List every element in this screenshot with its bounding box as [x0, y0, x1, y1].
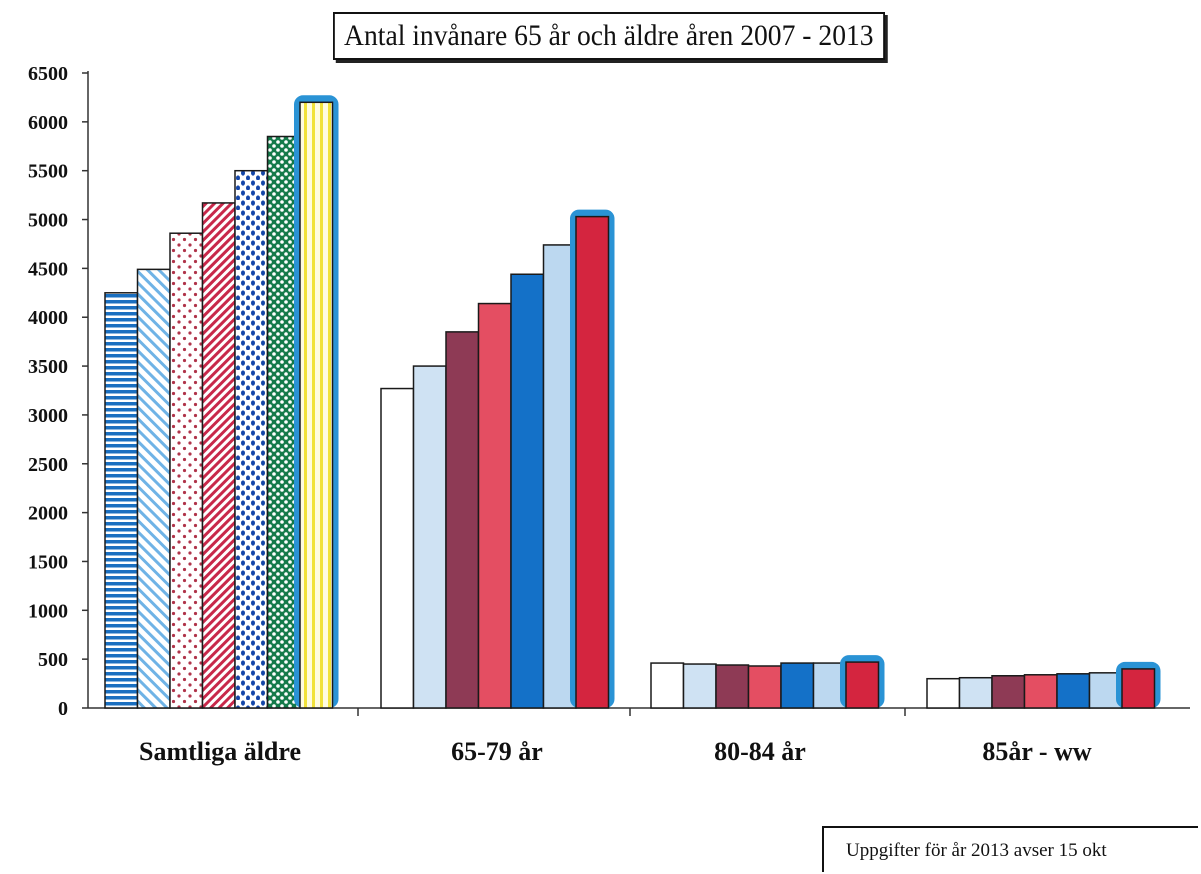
y-tick-label: 5000 — [28, 210, 68, 232]
y-tick-label: 500 — [38, 649, 68, 671]
bar — [682, 663, 717, 709]
footnote-box: Uppgifter för år 2013 avser 15 okt — [822, 826, 1198, 872]
bar — [201, 202, 236, 709]
y-tick-label: 1500 — [28, 551, 68, 573]
bar — [1023, 674, 1058, 709]
y-tick-label: 6000 — [28, 112, 68, 134]
y-tick-label: 3500 — [28, 356, 68, 378]
category-label: 65-79 år — [451, 737, 543, 766]
bar — [169, 232, 204, 709]
y-tick-label: 4000 — [28, 307, 68, 329]
bar — [747, 665, 782, 709]
bar — [510, 273, 545, 709]
bar — [650, 662, 685, 709]
category-label: 85år - ww — [982, 737, 1092, 766]
bar — [299, 101, 334, 709]
bar — [1121, 668, 1156, 709]
y-tick-label: 2000 — [28, 503, 68, 525]
bar — [234, 169, 269, 709]
bar — [412, 365, 447, 709]
bar — [1056, 673, 1091, 709]
bar — [380, 387, 415, 709]
bar — [845, 661, 880, 709]
y-tick-label: 4500 — [28, 258, 68, 280]
category-label: 80-84 år — [714, 737, 806, 766]
bar — [477, 302, 512, 709]
y-tick-label: 2500 — [28, 454, 68, 476]
bar — [958, 676, 993, 709]
category-label: Samtliga äldre — [139, 737, 301, 766]
chart-title: Antal invånare 65 år och äldre åren 2007… — [333, 12, 885, 60]
bar — [104, 292, 139, 709]
y-tick-label: 0 — [58, 698, 68, 720]
y-tick-label: 6500 — [28, 63, 68, 85]
bar — [715, 664, 750, 709]
bar — [445, 331, 480, 709]
y-tick-label: 5500 — [28, 161, 68, 183]
bar — [136, 268, 171, 709]
y-tick-label: 3000 — [28, 405, 68, 427]
bar — [780, 662, 815, 709]
y-tick-label: 1000 — [28, 600, 68, 622]
bar — [926, 677, 961, 709]
bar — [991, 675, 1026, 709]
bar — [575, 215, 610, 709]
